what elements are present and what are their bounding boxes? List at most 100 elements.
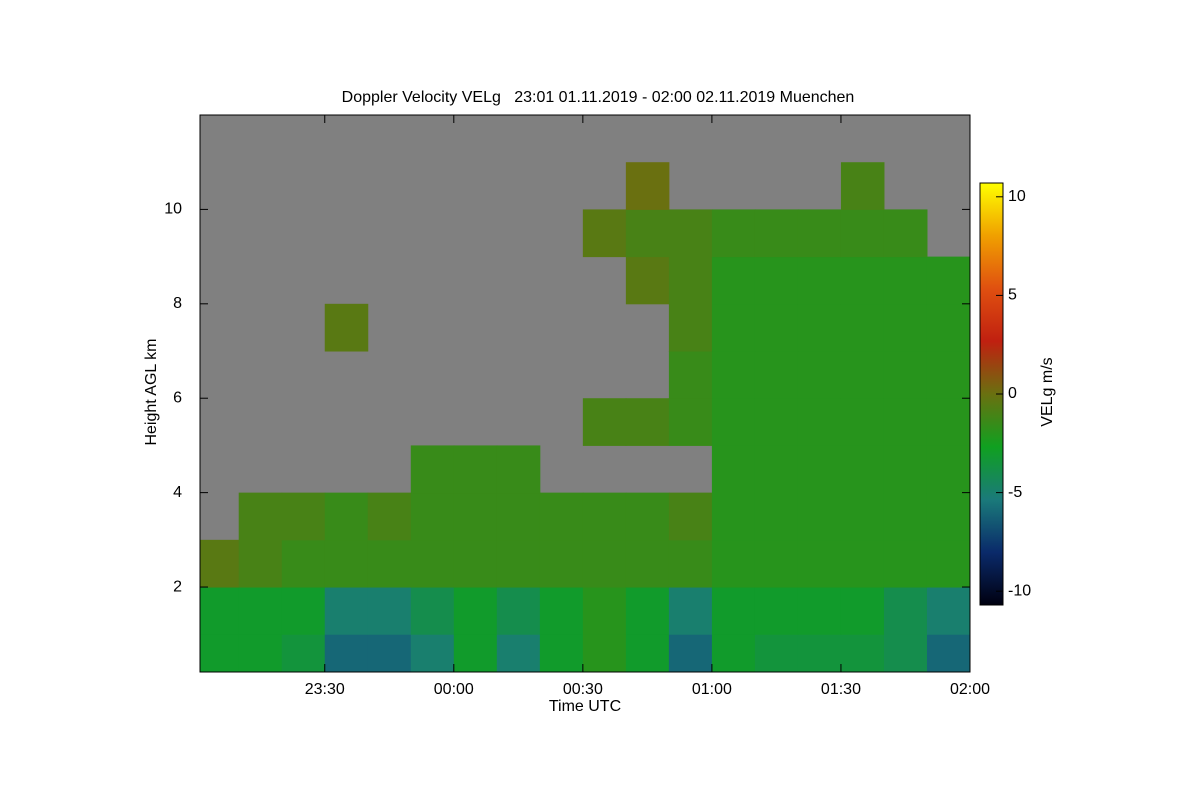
heatmap-cell: [238, 492, 283, 541]
heatmap-cell: [625, 256, 670, 305]
heatmap-cell: [840, 445, 885, 494]
heatmap-cell: [840, 209, 885, 258]
heatmap-cell: [539, 492, 584, 541]
heatmap-cell: [200, 587, 240, 635]
heatmap-cell: [200, 539, 240, 588]
heatmap-cell: [711, 209, 756, 258]
heatmap-cell: [754, 492, 799, 541]
heatmap-cell: [367, 587, 412, 635]
heatmap-cell: [926, 351, 971, 399]
heatmap-cell: [840, 587, 885, 635]
heatmap-cell: [797, 303, 842, 352]
heatmap-cell: [453, 445, 498, 494]
heatmap-cell: [539, 587, 584, 635]
heatmap-cell: [754, 351, 799, 399]
heatmap-cell: [410, 539, 455, 588]
x-tick-label: 23:30: [305, 681, 345, 698]
heatmap-cell: [625, 209, 670, 258]
x-tick-label: 01:00: [692, 681, 732, 698]
heatmap-cell: [453, 587, 498, 635]
colorbar-label: VELg m/s: [1039, 357, 1056, 426]
heatmap-cell: [625, 539, 670, 588]
heatmap-cell: [926, 398, 971, 446]
heatmap-cell: [797, 492, 842, 541]
heatmap-cell: [797, 256, 842, 305]
heatmap-cell: [453, 539, 498, 588]
heatmap-cell: [410, 492, 455, 541]
heatmap-cell: [883, 398, 928, 446]
heatmap-cell: [711, 587, 756, 635]
heatmap-cell: [200, 634, 240, 673]
heatmap-cell: [754, 398, 799, 446]
chart-title: Doppler Velocity VELg 23:01 01.11.2019 -…: [342, 89, 855, 106]
heatmap-cell: [883, 539, 928, 588]
heatmap-cell: [625, 162, 670, 210]
heatmap-cell: [367, 634, 412, 673]
heatmap-cell: [926, 539, 971, 588]
y-tick-label: 6: [173, 389, 182, 406]
heatmap-cell: [883, 256, 928, 305]
heatmap-cell: [281, 634, 326, 673]
colorbar-tick-label: 10: [1008, 188, 1026, 205]
heatmap-cell: [883, 351, 928, 399]
y-tick-label: 10: [164, 201, 182, 218]
heatmap-cell: [238, 634, 283, 673]
heatmap-cell: [582, 398, 627, 446]
heatmap-cell: [797, 587, 842, 635]
x-tick-label: 00:30: [563, 681, 603, 698]
heatmap-cell: [668, 587, 713, 635]
heatmap-cell: [926, 256, 971, 305]
y-tick-label: 4: [173, 484, 182, 501]
heatmap-cell: [797, 445, 842, 494]
heatmap-cell: [238, 539, 283, 588]
heatmap-cell: [797, 351, 842, 399]
heatmap-cell: [668, 634, 713, 673]
heatmap-cell: [883, 303, 928, 352]
heatmap-cell: [410, 634, 455, 673]
y-axis-label: Height AGL km: [143, 338, 160, 445]
heatmap-cell: [668, 351, 713, 399]
x-tick-label: 00:00: [434, 681, 474, 698]
heatmap-cell: [926, 445, 971, 494]
heatmap-cell: [840, 303, 885, 352]
x-axis-label: Time UTC: [549, 698, 621, 715]
heatmap-cell: [668, 303, 713, 352]
heatmap-cell: [668, 492, 713, 541]
heatmap-cell: [840, 492, 885, 541]
heatmap-cell: [539, 539, 584, 588]
heatmap-cell: [711, 256, 756, 305]
heatmap-cell: [625, 634, 670, 673]
heatmap-cell: [840, 634, 885, 673]
heatmap-cell: [496, 445, 541, 494]
heatmap-cell: [496, 539, 541, 588]
heatmap-cell: [668, 539, 713, 588]
heatmap-cell: [883, 209, 928, 258]
x-tick-label: 01:30: [821, 681, 861, 698]
heatmap-cell: [582, 492, 627, 541]
heatmap-cell: [367, 492, 412, 541]
heatmap-cell: [582, 587, 627, 635]
heatmap-cell: [324, 492, 369, 541]
heatmap-cell: [754, 445, 799, 494]
heatmap-cell: [926, 303, 971, 352]
heatmap-cell: [324, 539, 369, 588]
heatmap-cell: [238, 587, 283, 635]
heatmap-cell: [324, 634, 369, 673]
heatmap-cell: [754, 256, 799, 305]
heatmap-cell: [281, 492, 326, 541]
heatmap-cell: [883, 492, 928, 541]
heatmap-cell: [582, 539, 627, 588]
heatmap-cell: [840, 398, 885, 446]
heatmap-cell: [625, 492, 670, 541]
heatmap-cell: [840, 162, 885, 210]
y-tick-label: 2: [173, 578, 182, 595]
heatmap-cell: [883, 634, 928, 673]
colorbar-tick-label: -5: [1008, 484, 1022, 501]
heatmap-cell: [582, 209, 627, 258]
heatmap-cell: [625, 398, 670, 446]
heatmap-cell: [410, 587, 455, 635]
heatmap-cell: [711, 445, 756, 494]
heatmap-cell: [754, 634, 799, 673]
heatmap-cell: [754, 587, 799, 635]
